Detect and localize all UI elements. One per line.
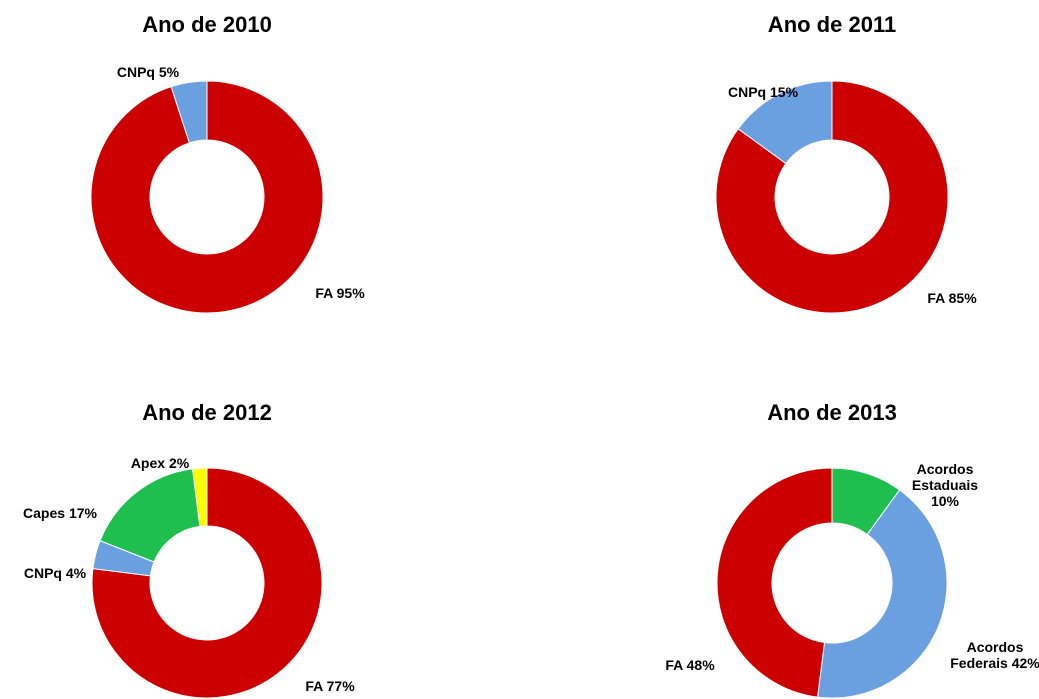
label-value: 17% — [68, 505, 97, 521]
chart-title: Ano de 2012 — [142, 400, 272, 425]
label-value: 4% — [65, 565, 87, 581]
label-category: CNPq — [116, 64, 155, 80]
slice-label: FA 77% — [305, 678, 354, 694]
slice-label: FA 48% — [665, 657, 714, 673]
label-value: 10% — [930, 493, 960, 509]
label-category: FA — [305, 678, 323, 694]
donut-slice — [91, 467, 323, 699]
label-value: 5% — [158, 64, 180, 80]
label-value: 85% — [948, 290, 977, 306]
donut-slice — [737, 80, 833, 165]
label-value: 42% — [1011, 655, 1039, 671]
donut-slice — [90, 80, 324, 314]
label-category: Capes — [23, 505, 66, 521]
label-value: 95% — [336, 285, 365, 301]
donut-slice — [192, 467, 208, 528]
slice-label: CNPq 4% — [24, 565, 86, 581]
chart-title: Ano de 2011 — [767, 12, 897, 37]
donut-slice — [715, 80, 949, 314]
label-category: FA — [927, 290, 945, 306]
label-category: Acordos Estaduais — [911, 461, 979, 493]
slice-label: Acordos Federais 42% — [950, 639, 1039, 671]
slice-label: FA 95% — [315, 285, 364, 301]
slice-label: CNPq 15% — [728, 84, 798, 100]
donut-slice — [817, 489, 948, 699]
slice-label: CNPq 5% — [117, 64, 179, 80]
label-category: CNPq — [23, 565, 62, 581]
chart-title: Ano de 2013 — [767, 400, 897, 425]
label-category: Acordos Federais — [950, 639, 1024, 671]
label-category: Apex — [130, 455, 166, 471]
label-category: FA — [665, 657, 683, 673]
label-category: CNPq — [727, 84, 767, 100]
slice-label: Capes 17% — [23, 505, 97, 521]
label-value: 48% — [686, 657, 715, 673]
slice-label: Acordos Estaduais 10% — [905, 461, 985, 509]
donut-slice — [170, 80, 208, 144]
donut-slice — [716, 467, 833, 698]
slice-label: FA 85% — [927, 290, 976, 306]
label-category: FA — [315, 285, 333, 301]
chart-title: Ano de 2010 — [142, 12, 272, 37]
label-value: 2% — [168, 455, 190, 471]
label-value: 77% — [326, 678, 355, 694]
label-value: 15% — [769, 84, 799, 100]
slice-label: Apex 2% — [131, 455, 189, 471]
